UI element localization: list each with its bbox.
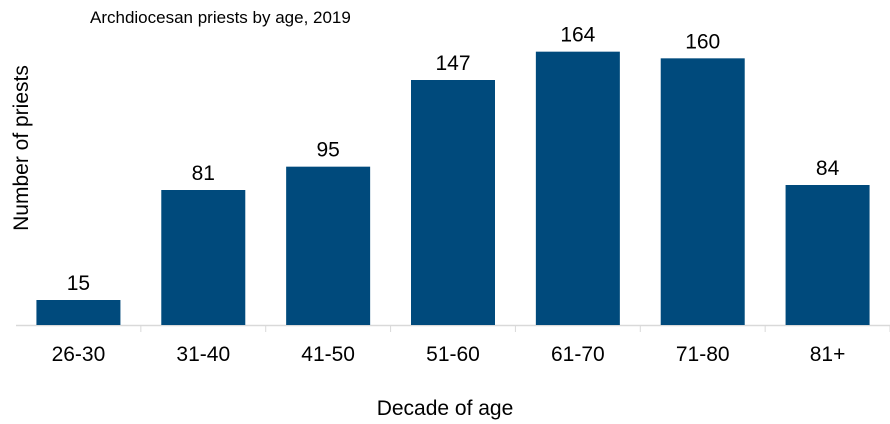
value-label-71-80: 160 xyxy=(685,30,720,53)
x-tick-label-51-60: 51-60 xyxy=(426,343,480,366)
value-label-41-50: 95 xyxy=(316,139,339,162)
value-label-31-40: 81 xyxy=(192,162,215,185)
bar-41-50 xyxy=(286,166,371,325)
bar-61-70 xyxy=(535,51,620,326)
value-label-26-30: 15 xyxy=(67,272,90,295)
bar-71-80 xyxy=(660,58,745,325)
bar-31-40 xyxy=(161,190,246,325)
x-tick-label-31-40: 31-40 xyxy=(176,343,230,366)
x-tick-label-81+: 81+ xyxy=(810,343,846,366)
bar-51-60 xyxy=(411,80,495,325)
x-tick-label-41-50: 41-50 xyxy=(301,343,355,366)
chart-title: Archdiocesan priests by age, 2019 xyxy=(90,8,351,27)
x-tick-label-26-30: 26-30 xyxy=(52,343,106,366)
x-axis-title: Decade of age xyxy=(376,397,514,420)
value-label-81+: 84 xyxy=(816,157,840,180)
value-label-51-60: 147 xyxy=(435,52,470,75)
x-tick-label-61-70: 61-70 xyxy=(551,343,605,366)
bar-26-30 xyxy=(36,300,121,325)
x-tick-label-71-80: 71-80 xyxy=(676,343,730,366)
bar-81+ xyxy=(785,185,870,325)
value-label-61-70: 164 xyxy=(560,24,595,47)
